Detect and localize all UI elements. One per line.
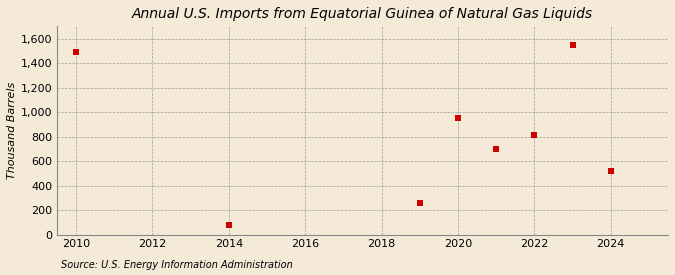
Title: Annual U.S. Imports from Equatorial Guinea of Natural Gas Liquids: Annual U.S. Imports from Equatorial Guin…	[132, 7, 593, 21]
Point	[71, 50, 82, 54]
Point	[452, 116, 463, 120]
Point	[223, 223, 234, 228]
Text: Source: U.S. Energy Information Administration: Source: U.S. Energy Information Administ…	[61, 260, 292, 270]
Point	[491, 147, 502, 151]
Point	[529, 133, 540, 138]
Point	[414, 200, 425, 205]
Point	[567, 42, 578, 47]
Y-axis label: Thousand Barrels: Thousand Barrels	[7, 82, 17, 179]
Point	[605, 169, 616, 173]
